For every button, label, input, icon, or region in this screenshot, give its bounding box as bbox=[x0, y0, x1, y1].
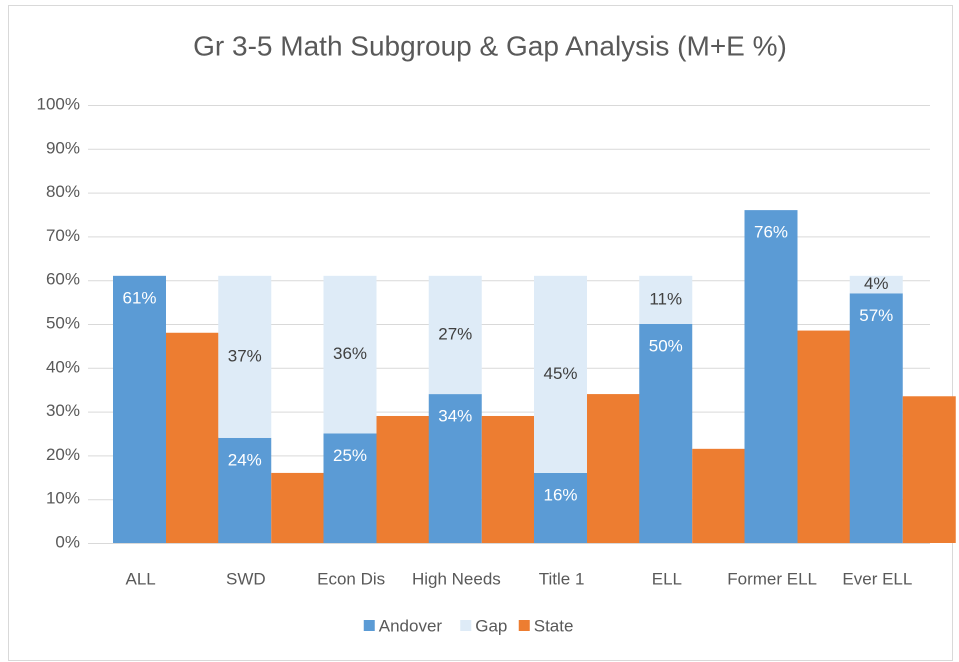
data-label: 34% bbox=[438, 407, 472, 426]
x-tick-label: SWD bbox=[226, 569, 266, 588]
legend-label: State bbox=[534, 616, 574, 635]
legend-label: Gap bbox=[475, 616, 507, 635]
y-tick-label: 100% bbox=[37, 94, 80, 113]
bar bbox=[166, 332, 219, 543]
data-label: 16% bbox=[543, 485, 577, 504]
y-tick-label: 10% bbox=[46, 489, 80, 508]
x-tick-label: Former ELL bbox=[727, 569, 817, 588]
legend-swatch bbox=[518, 620, 530, 631]
data-label: 50% bbox=[649, 336, 683, 355]
x-tick-label: Title 1 bbox=[539, 569, 585, 588]
bar bbox=[639, 275, 693, 324]
bar bbox=[849, 275, 903, 294]
bar bbox=[428, 275, 482, 395]
bar bbox=[534, 275, 587, 473]
y-tick-label: 40% bbox=[46, 357, 80, 376]
data-label: 57% bbox=[859, 306, 893, 325]
y-tick-label: 70% bbox=[46, 226, 80, 245]
y-tick-label: 80% bbox=[46, 182, 80, 201]
data-label: 11% bbox=[649, 289, 682, 308]
bar bbox=[376, 415, 430, 543]
data-label: 24% bbox=[228, 450, 262, 469]
bar bbox=[849, 293, 903, 543]
data-label: 76% bbox=[754, 223, 788, 242]
x-tick-label: High Needs bbox=[412, 569, 501, 588]
bar bbox=[428, 394, 482, 543]
x-tick-label: Econ Dis bbox=[317, 569, 385, 588]
data-label: 45% bbox=[543, 364, 577, 383]
data-label: 27% bbox=[438, 324, 472, 343]
bar bbox=[744, 210, 798, 543]
bar bbox=[639, 324, 693, 543]
bar bbox=[587, 394, 640, 543]
bar bbox=[218, 437, 272, 543]
bar bbox=[692, 448, 746, 543]
bar bbox=[534, 472, 587, 543]
data-label: 36% bbox=[333, 344, 367, 363]
data-label: 61% bbox=[122, 288, 156, 307]
data-label: 4% bbox=[864, 274, 889, 293]
x-tick-label: ALL bbox=[126, 569, 156, 588]
bar bbox=[481, 415, 535, 543]
bar bbox=[902, 396, 956, 543]
y-tick-label: 20% bbox=[46, 445, 80, 464]
legend-label: Andover bbox=[379, 616, 443, 635]
x-tick-label: Ever ELL bbox=[842, 569, 912, 588]
bar bbox=[218, 275, 272, 438]
bar bbox=[323, 275, 377, 434]
chart-title: Gr 3-5 Math Subgroup & Gap Analysis (M+E… bbox=[193, 30, 787, 61]
data-label: 37% bbox=[228, 346, 262, 365]
y-tick-label: 0% bbox=[55, 532, 80, 551]
bar bbox=[797, 330, 851, 543]
bar bbox=[271, 472, 325, 543]
bar bbox=[113, 275, 166, 543]
y-tick-label: 90% bbox=[46, 138, 80, 157]
y-tick-label: 50% bbox=[46, 313, 80, 332]
y-tick-label: 30% bbox=[46, 401, 80, 420]
legend-swatch bbox=[363, 620, 375, 631]
data-label: 25% bbox=[333, 446, 367, 465]
y-tick-label: 60% bbox=[46, 270, 80, 289]
x-tick-label: ELL bbox=[652, 569, 682, 588]
bar bbox=[323, 433, 377, 543]
legend-swatch bbox=[460, 620, 472, 631]
